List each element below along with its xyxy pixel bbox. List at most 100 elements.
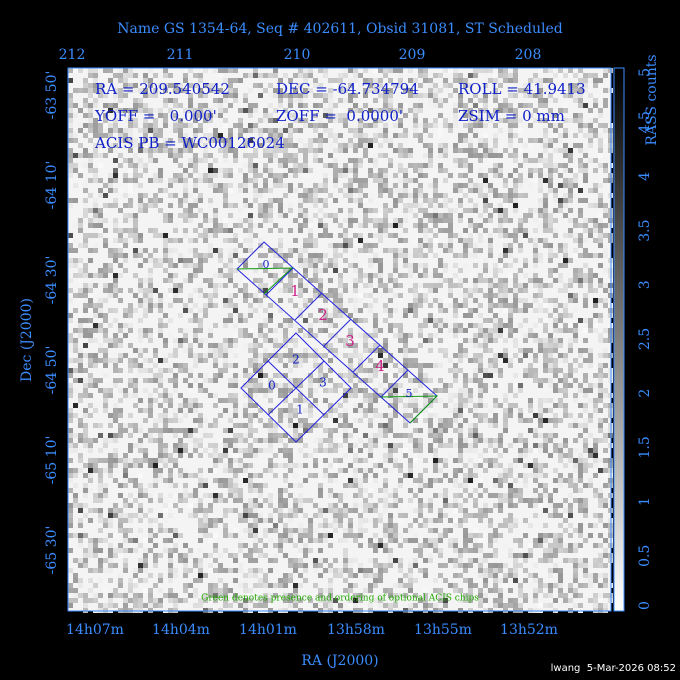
noise-pixel [598, 123, 603, 128]
noise-pixel [123, 393, 128, 398]
noise-pixel [353, 93, 358, 98]
noise-pixel [323, 98, 328, 103]
noise-pixel [553, 193, 558, 198]
noise-pixel [533, 478, 538, 483]
noise-pixel [163, 268, 168, 273]
noise-pixel [158, 208, 163, 213]
noise-pixel [453, 233, 458, 238]
noise-pixel [233, 458, 238, 463]
noise-pixel [418, 73, 423, 78]
noise-pixel [538, 238, 543, 243]
noise-pixel [548, 273, 553, 278]
noise-pixel [223, 353, 228, 358]
noise-pixel [473, 103, 478, 108]
noise-pixel [268, 448, 273, 453]
noise-pixel [123, 428, 128, 433]
noise-pixel [588, 138, 593, 143]
noise-pixel [453, 333, 458, 338]
noise-pixel [148, 278, 153, 283]
noise-pixel [178, 313, 183, 318]
noise-pixel [203, 218, 208, 223]
noise-pixel [173, 103, 178, 108]
noise-pixel [288, 93, 293, 98]
noise-pixel [68, 113, 73, 118]
noise-pixel [363, 263, 368, 268]
noise-pixel [228, 313, 233, 318]
noise-pixel [443, 193, 448, 198]
noise-pixel [333, 248, 338, 253]
noise-pixel [138, 198, 143, 203]
noise-pixel [193, 263, 198, 268]
noise-pixel [493, 438, 498, 443]
noise-pixel [128, 363, 133, 368]
noise-pixel [533, 338, 538, 343]
noise-pixel [253, 388, 258, 393]
noise-pixel [563, 178, 568, 183]
noise-pixel [143, 118, 148, 123]
noise-pixel [443, 118, 448, 123]
noise-pixel [318, 118, 323, 123]
noise-pixel [343, 68, 348, 73]
noise-pixel [338, 413, 343, 418]
noise-pixel [318, 148, 323, 153]
noise-pixel [448, 283, 453, 288]
noise-pixel [168, 248, 173, 253]
noise-pixel [113, 338, 118, 343]
noise-pixel [448, 293, 453, 298]
noise-pixel [243, 218, 248, 223]
noise-pixel [533, 178, 538, 183]
noise-pixel [93, 118, 98, 123]
noise-pixel [513, 183, 518, 188]
noise-pixel [503, 408, 508, 413]
noise-pixel [438, 273, 443, 278]
noise-pixel [323, 398, 328, 403]
noise-pixel [388, 413, 393, 418]
noise-pixel [398, 143, 403, 148]
noise-pixel [158, 263, 163, 268]
noise-pixel [343, 218, 348, 223]
noise-pixel [128, 73, 133, 78]
noise-pixel [233, 403, 238, 408]
noise-pixel [148, 108, 153, 113]
noise-pixel [248, 148, 253, 153]
noise-pixel [423, 283, 428, 288]
noise-pixel [178, 213, 183, 218]
noise-pixel [193, 148, 198, 153]
noise-pixel [583, 443, 588, 448]
noise-pixel [128, 383, 133, 388]
noise-pixel [203, 293, 208, 298]
noise-pixel [513, 428, 518, 433]
noise-pixel [438, 428, 443, 433]
noise-pixel [188, 438, 193, 443]
noise-pixel [353, 233, 358, 238]
noise-pixel [88, 393, 93, 398]
noise-pixel [508, 108, 513, 113]
noise-pixel [508, 233, 513, 238]
noise-pixel [98, 98, 103, 103]
noise-pixel [598, 233, 603, 238]
noise-pixel [258, 373, 263, 378]
noise-pixel [173, 173, 178, 178]
noise-pixel [478, 278, 483, 283]
noise-pixel [458, 238, 463, 243]
noise-pixel [593, 398, 598, 403]
noise-pixel [548, 138, 553, 143]
noise-pixel [553, 413, 558, 418]
noise-pixel [123, 238, 128, 243]
noise-pixel [208, 328, 213, 333]
noise-pixel [313, 113, 318, 118]
noise-pixel [218, 223, 223, 228]
noise-pixel [568, 293, 573, 298]
noise-pixel [383, 178, 388, 183]
noise-pixel [243, 278, 248, 283]
noise-pixel [123, 138, 128, 143]
noise-pixel [278, 183, 283, 188]
noise-pixel [573, 98, 578, 103]
noise-pixel [418, 273, 423, 278]
noise-pixel [243, 408, 248, 413]
noise-pixel [153, 198, 158, 203]
noise-pixel [598, 398, 603, 403]
noise-pixel [303, 283, 308, 288]
noise-pixel [273, 123, 278, 128]
noise-pixel [68, 93, 73, 98]
